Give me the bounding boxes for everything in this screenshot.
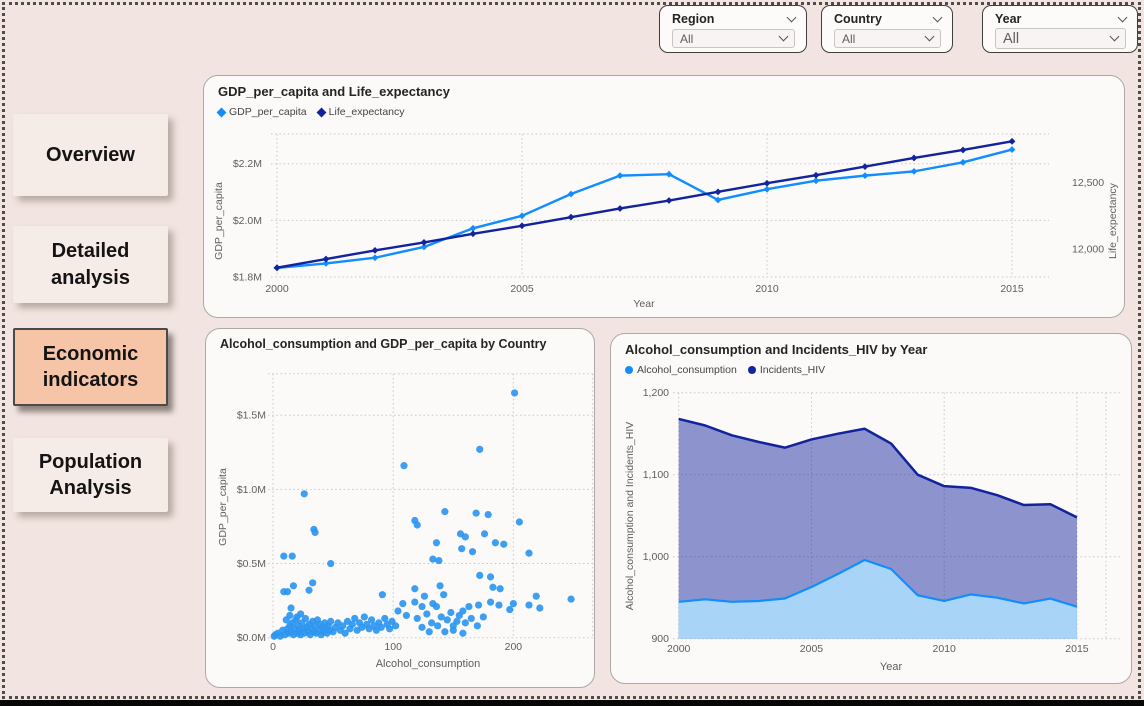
year-filter-dropdown[interactable]: All bbox=[995, 28, 1126, 49]
chevron-down-icon[interactable] bbox=[1109, 31, 1120, 42]
svg-text:2010: 2010 bbox=[933, 643, 957, 655]
line-chart-card: $1.8M $2.0M $2.2M 2000 2005 2010 2015 12,000 12,… bbox=[203, 75, 1125, 318]
svg-text:2010: 2010 bbox=[755, 283, 779, 295]
svg-text:2000: 2000 bbox=[667, 643, 691, 655]
country-filter-label: Country bbox=[834, 12, 882, 26]
svg-text:GDP_per_capita: GDP_per_capita bbox=[213, 182, 225, 260]
svg-text:Alcohol_consumption and Incide: Alcohol_consumption and Incidents_HIV bbox=[624, 422, 636, 611]
chevron-down-icon[interactable] bbox=[1117, 12, 1128, 22]
chevron-down-icon[interactable] bbox=[786, 12, 797, 22]
svg-text:$0.0M: $0.0M bbox=[237, 632, 266, 644]
circle-marker-icon bbox=[625, 366, 633, 374]
svg-text:900: 900 bbox=[651, 633, 669, 645]
svg-text:$1.0M: $1.0M bbox=[237, 484, 266, 496]
svg-text:GDP_per_capita: GDP_per_capita bbox=[217, 468, 229, 546]
legend-label: Life_expectancy bbox=[328, 106, 405, 118]
svg-text:2005: 2005 bbox=[510, 283, 534, 295]
bottom-black-strip bbox=[0, 700, 1144, 706]
svg-text:Year: Year bbox=[633, 298, 655, 310]
legend-item-alcohol-consumption[interactable]: Alcohol_consumption bbox=[625, 364, 737, 376]
country-filter: Country All bbox=[821, 5, 953, 53]
diamond-marker-icon bbox=[216, 107, 227, 117]
svg-text:2000: 2000 bbox=[265, 283, 289, 295]
legend-label: GDP_per_capita bbox=[229, 106, 307, 118]
nav-button-population-analysis[interactable]: Population Analysis bbox=[13, 438, 168, 512]
svg-text:1,100: 1,100 bbox=[643, 469, 669, 481]
area-chart-title: Alcohol_consumption and Incidents_HIV by… bbox=[625, 342, 928, 357]
svg-text:12,500: 12,500 bbox=[1072, 177, 1104, 189]
legend-item-incidents-hiv[interactable]: Incidents_HIV bbox=[747, 364, 826, 376]
scatter-chart-title: Alcohol_consumption and GDP_per_capita b… bbox=[220, 337, 547, 351]
region-filter-value: All bbox=[680, 31, 694, 46]
svg-text:$2.2M: $2.2M bbox=[233, 158, 262, 170]
chevron-down-icon[interactable] bbox=[932, 12, 943, 22]
country-filter-value: All bbox=[842, 31, 856, 46]
year-filter-header[interactable]: Year bbox=[995, 12, 1128, 26]
nav-button-population-analysis-label: Population Analysis bbox=[38, 450, 143, 499]
nav-button-economic-indicators[interactable]: Economic indicators bbox=[13, 328, 168, 406]
legend-label: Incidents_HIV bbox=[759, 364, 826, 376]
line-chart-legend: GDP_per_capita Life_expectancy bbox=[216, 106, 405, 118]
region-filter-header[interactable]: Region bbox=[672, 12, 797, 26]
svg-text:$2.0M: $2.0M bbox=[233, 215, 262, 227]
svg-text:2015: 2015 bbox=[1000, 283, 1024, 295]
area-chart-card: 900 1,000 1,100 1,200 2000 2005 2010 2015 Year Al… bbox=[610, 333, 1132, 684]
year-filter-label: Year bbox=[995, 12, 1022, 26]
svg-text:100: 100 bbox=[384, 641, 402, 653]
svg-text:1,000: 1,000 bbox=[643, 551, 669, 563]
legend-item-gdp-per-capita[interactable]: GDP_per_capita bbox=[216, 106, 307, 118]
circle-marker-icon bbox=[747, 366, 756, 374]
region-filter-label: Region bbox=[672, 12, 715, 26]
country-filter-header[interactable]: Country bbox=[834, 12, 943, 26]
nav-button-economic-indicators-label: Economic indicators bbox=[42, 342, 139, 391]
region-filter-dropdown[interactable]: All bbox=[672, 29, 795, 48]
svg-text:2015: 2015 bbox=[1065, 643, 1089, 655]
svg-text:1,200: 1,200 bbox=[643, 387, 669, 399]
year-filter: Year All bbox=[982, 5, 1138, 53]
nav-button-overview-label: Overview bbox=[46, 143, 135, 166]
nav-button-detailed-analysis[interactable]: Detailed analysis bbox=[13, 226, 168, 303]
svg-text:200: 200 bbox=[505, 641, 523, 653]
country-filter-dropdown[interactable]: All bbox=[834, 29, 941, 48]
legend-item-life-expectancy[interactable]: Life_expectancy bbox=[316, 106, 405, 118]
svg-text:2005: 2005 bbox=[800, 643, 824, 655]
line-chart-title: GDP_per_capita and Life_expectancy bbox=[218, 84, 450, 99]
legend-label: Alcohol_consumption bbox=[637, 364, 737, 376]
area-chart-legend: Alcohol_consumption Incidents_HIV bbox=[625, 364, 825, 376]
scatter-chart-card: $0.0M $0.5M $1.0M $1.5M 0 100 200 Alcohol_consu… bbox=[205, 328, 595, 688]
year-filter-value: All bbox=[1003, 30, 1020, 47]
svg-text:$1.8M: $1.8M bbox=[233, 272, 262, 284]
region-filter: Region All bbox=[659, 5, 807, 53]
svg-text:$1.5M: $1.5M bbox=[237, 410, 266, 422]
chevron-down-icon[interactable] bbox=[778, 31, 789, 42]
svg-text:12,000: 12,000 bbox=[1072, 244, 1104, 256]
svg-text:Alcohol_consumption: Alcohol_consumption bbox=[376, 658, 481, 670]
nav-button-detailed-analysis-label: Detailed analysis bbox=[51, 240, 130, 289]
diamond-marker-icon bbox=[316, 107, 327, 117]
svg-text:0: 0 bbox=[270, 641, 276, 653]
area-chart-plot: 900 1,000 1,100 1,200 2000 2005 2010 2015 Year Al… bbox=[624, 387, 1120, 673]
scatter-chart-plot: $0.0M $0.5M $1.0M $1.5M 0 100 200 Alcohol_consu… bbox=[217, 373, 594, 670]
line-chart-plot: $1.8M $2.0M $2.2M 2000 2005 2010 2015 12,000 12,… bbox=[213, 133, 1119, 310]
nav-button-overview[interactable]: Overview bbox=[13, 114, 168, 196]
svg-text:Life_expectancy: Life_expectancy bbox=[1107, 182, 1119, 259]
svg-text:$0.5M: $0.5M bbox=[237, 558, 266, 570]
chevron-down-icon[interactable] bbox=[924, 31, 935, 42]
svg-text:Year: Year bbox=[880, 661, 903, 673]
